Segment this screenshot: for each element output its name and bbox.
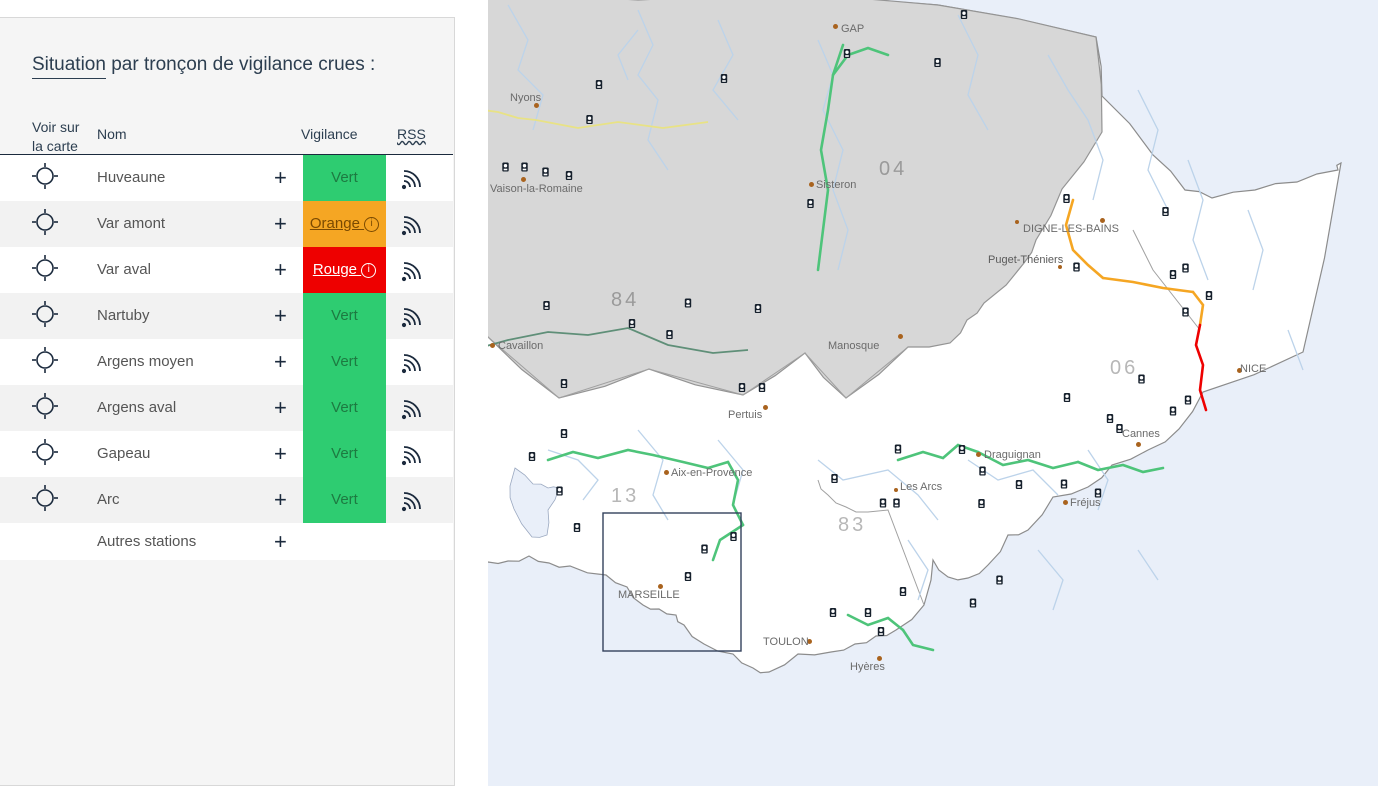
svg-text:Hyères: Hyères: [850, 661, 885, 673]
svg-text:04: 04: [879, 158, 907, 180]
svg-text:DIGNE-LES-BAINS: DIGNE-LES-BAINS: [1023, 223, 1119, 235]
svg-text:83: 83: [838, 514, 866, 536]
svg-text:Cannes: Cannes: [1122, 428, 1160, 440]
svg-text:Puget-Théniers: Puget-Théniers: [988, 254, 1064, 266]
svg-text:13: 13: [611, 485, 639, 507]
svg-text:Les Arcs: Les Arcs: [900, 481, 943, 493]
svg-text:TOULON: TOULON: [763, 636, 809, 648]
svg-text:MARSEILLE: MARSEILLE: [618, 589, 680, 601]
svg-text:GAP: GAP: [841, 23, 864, 35]
svg-text:Pertuis: Pertuis: [728, 409, 763, 421]
svg-text:Aix-en-Provence: Aix-en-Provence: [671, 467, 752, 479]
svg-text:Nyons: Nyons: [510, 92, 542, 104]
svg-text:06: 06: [1110, 357, 1138, 379]
svg-text:Fréjus: Fréjus: [1070, 497, 1101, 509]
svg-text:Vaison-la-Romaine: Vaison-la-Romaine: [490, 183, 583, 195]
svg-text:NICE: NICE: [1240, 363, 1266, 375]
svg-text:Sisteron: Sisteron: [816, 179, 856, 191]
svg-text:Manosque: Manosque: [828, 340, 879, 352]
svg-text:Cavaillon: Cavaillon: [498, 340, 543, 352]
svg-text:84: 84: [611, 289, 639, 311]
svg-text:Draguignan: Draguignan: [984, 449, 1041, 461]
